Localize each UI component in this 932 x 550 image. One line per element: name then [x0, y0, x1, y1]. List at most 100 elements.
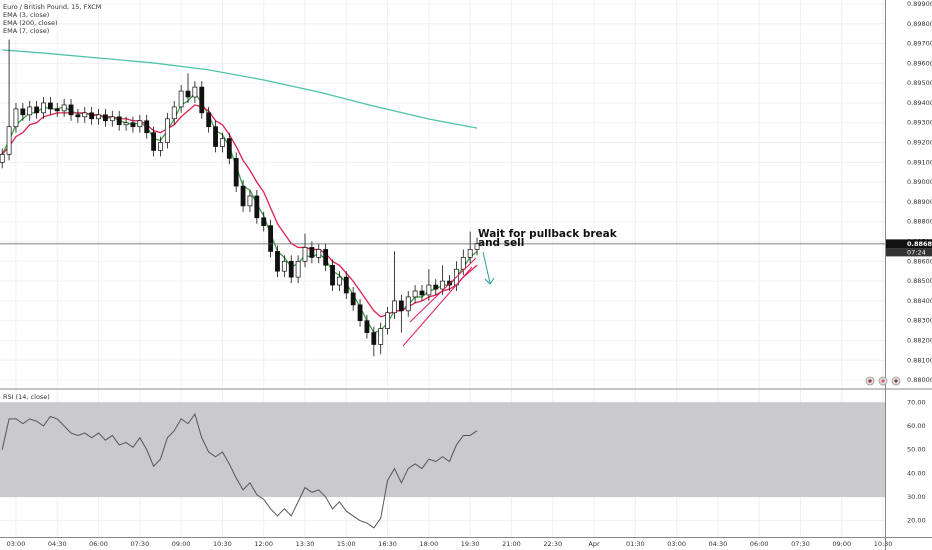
x-tick-label: 07:30	[791, 540, 810, 548]
candle-body	[192, 86, 198, 98]
y-tick-label: 0.88200	[907, 336, 932, 344]
y-tick-label: 0.88500	[907, 277, 932, 285]
y-tick-label: 70.00	[907, 398, 926, 406]
candle-body	[426, 284, 432, 296]
candle-body	[164, 118, 170, 143]
candle-body	[123, 122, 129, 126]
candle-body	[171, 106, 177, 120]
y-tick-label: 0.89500	[907, 79, 932, 87]
candle-body	[226, 138, 232, 159]
icon	[881, 379, 885, 383]
y-tick-label: 0.89400	[907, 99, 932, 107]
candle-body	[302, 247, 308, 262]
y-tick-label: 0.88800	[907, 218, 932, 226]
candle-body	[47, 102, 53, 110]
marks-layer	[0, 39, 885, 529]
candle-body	[268, 225, 274, 252]
candle-body	[309, 247, 315, 258]
trend-line	[409, 257, 477, 323]
candle-body	[82, 112, 88, 118]
x-tick-label: 09:00	[172, 540, 191, 548]
x-tick-label: 04:30	[48, 540, 67, 548]
y-tick-label: 30.00	[907, 493, 926, 501]
annotation: Wait for pullback break and sell	[478, 228, 617, 249]
candle-body	[240, 185, 246, 207]
legend-entry: EMA (3, close)	[3, 11, 49, 19]
candle-body	[13, 108, 19, 128]
countdown-label: 07:24	[907, 248, 926, 256]
ema-line	[1, 104, 478, 318]
x-tick-label: 15:00	[337, 540, 356, 548]
x-tick-label: 10:30	[874, 540, 893, 548]
y-tick-label: 0.89000	[907, 178, 932, 186]
candle-body	[350, 292, 356, 306]
x-tick-label: 18:00	[420, 540, 439, 548]
candle-body	[316, 249, 322, 258]
y-tick-label: 0.88400	[907, 297, 932, 305]
candle-body	[89, 112, 95, 120]
candle-body	[336, 276, 342, 286]
candle-body	[75, 114, 81, 118]
candle-body	[371, 332, 377, 345]
candle-body	[233, 158, 239, 187]
rsi-band	[0, 402, 885, 497]
x-tick-label: 03:00	[667, 540, 686, 548]
candle-body	[433, 284, 439, 290]
y-tick-label: 0.88000	[907, 376, 932, 384]
candle-body	[398, 300, 404, 312]
candle-body	[378, 328, 384, 345]
candle-body	[61, 104, 67, 112]
icon	[868, 379, 872, 383]
y-tick-label: 20.00	[907, 517, 926, 525]
candle-body	[281, 260, 287, 272]
candle-body	[357, 304, 363, 322]
candle-body	[103, 114, 108, 122]
candle-body	[261, 217, 267, 227]
candle-body	[213, 126, 218, 147]
candle-body	[323, 249, 329, 266]
candle-body	[68, 104, 74, 116]
candle-body	[199, 86, 205, 114]
legend-entry: EMA (200, close)	[3, 19, 58, 27]
x-tick-label: 22:30	[543, 540, 562, 548]
candle-body	[96, 114, 101, 120]
x-tick-label: 04:30	[709, 540, 728, 548]
y-tick-label: 40.00	[907, 469, 926, 477]
x-tick-label: 06:00	[750, 540, 769, 548]
y-tick-label: 0.89100	[907, 158, 932, 166]
y-tick-label: 50.00	[907, 446, 926, 454]
candle-body	[460, 256, 466, 270]
candle-body	[419, 290, 425, 296]
x-tick-label: 19:30	[461, 540, 480, 548]
candle-body	[185, 90, 191, 98]
y-tick-label: 0.89900	[907, 0, 932, 8]
candle-body	[137, 120, 143, 128]
y-tick-label: 0.88600	[907, 257, 932, 265]
x-tick-label: 10:30	[213, 540, 232, 548]
ema-line	[2, 49, 478, 129]
candle-body	[220, 138, 225, 147]
x-tick-label: Apr	[588, 540, 600, 548]
candle-body	[440, 280, 446, 290]
candle-body	[206, 112, 212, 128]
y-tick-label: 0.89700	[907, 40, 932, 48]
y-tick-label: 0.89600	[907, 59, 932, 67]
last-price-box	[886, 239, 932, 249]
candle-body	[343, 276, 349, 294]
x-tick-label: 21:00	[502, 540, 521, 548]
candle-body	[144, 120, 150, 133]
candle-body	[254, 195, 260, 219]
x-tick-label: 03:00	[7, 540, 26, 548]
candle-body	[27, 106, 33, 116]
candle-body	[54, 108, 60, 112]
countdown-box	[886, 248, 932, 257]
y-tick-label: 0.89200	[907, 139, 932, 147]
arrow	[482, 251, 495, 285]
candle-body	[474, 243, 480, 250]
x-tick-label: 01:30	[626, 540, 645, 548]
candle-body	[295, 260, 301, 278]
candle-body	[151, 132, 157, 151]
y-tick-label: 0.89300	[907, 119, 932, 127]
